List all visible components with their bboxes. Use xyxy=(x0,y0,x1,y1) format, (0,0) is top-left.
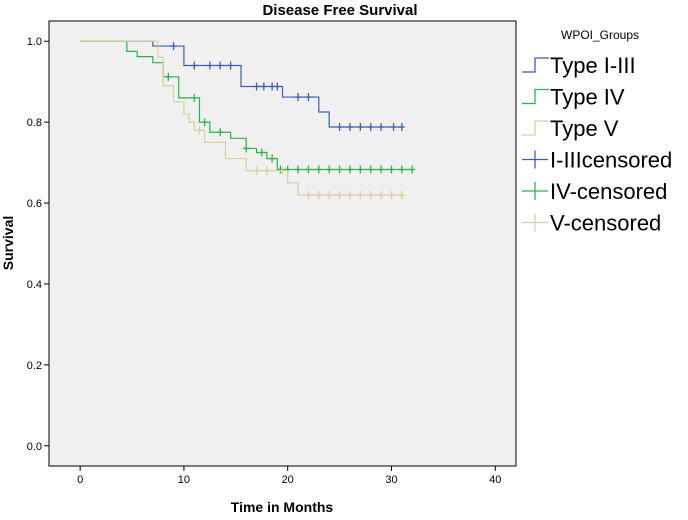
censor-mark xyxy=(326,165,333,174)
censor-mark xyxy=(253,166,260,175)
censor-mark xyxy=(269,82,276,91)
censor-mark xyxy=(367,122,374,131)
censor-mark xyxy=(336,165,343,174)
censor-mark xyxy=(378,190,385,199)
censor-mark xyxy=(170,42,177,51)
censor-mark xyxy=(357,122,364,131)
legend-label: I-IIIcensored xyxy=(550,148,672,173)
legend-symbol xyxy=(522,120,549,136)
censor-mark xyxy=(260,82,267,91)
censor-mark xyxy=(305,190,312,199)
censor-mark xyxy=(357,190,364,199)
legend: WPOI_Groups Type I-III Type IV Type V I-III… xyxy=(522,28,672,236)
legend-items: Type I-III Type IV Type V I-IIIcensored IV-c… xyxy=(522,53,672,236)
legend-symbol xyxy=(522,57,549,73)
chart-title: Disease Free Survival xyxy=(262,2,417,19)
legend-label: Type I-III xyxy=(550,53,636,78)
censor-mark xyxy=(201,118,208,127)
x-tick-label: 0 xyxy=(77,474,83,486)
censor-mark xyxy=(227,61,234,70)
censor-mark xyxy=(409,165,416,174)
censor-mark xyxy=(243,144,250,153)
censor-mark xyxy=(295,93,302,102)
legend-label: IV-censored xyxy=(550,179,667,204)
censor-mark xyxy=(263,166,270,175)
censor-mark xyxy=(388,190,395,199)
y-tick-label: 0.8 xyxy=(27,117,42,129)
survival-line-3 xyxy=(80,40,402,196)
legend-symbol xyxy=(522,182,548,200)
y-tick-label: 0.6 xyxy=(27,198,42,210)
censor-mark xyxy=(165,72,172,81)
censor-mark xyxy=(346,190,353,199)
y-tick-label: 1.0 xyxy=(27,36,42,48)
censor-mark xyxy=(326,190,333,199)
censor-mark xyxy=(274,82,281,91)
legend-label: Type V xyxy=(550,116,619,141)
censor-mark xyxy=(336,190,343,199)
y-axis-label: Survival xyxy=(0,216,16,270)
censor-mark xyxy=(336,122,343,131)
censor-mark xyxy=(315,190,322,199)
censor-mark xyxy=(295,165,302,174)
legend-symbol xyxy=(522,150,548,169)
x-tick-label: 20 xyxy=(282,474,294,486)
censor-mark xyxy=(346,122,353,131)
y-tick-label: 0.2 xyxy=(27,360,42,372)
censor-mark xyxy=(378,122,385,131)
censor-mark xyxy=(315,165,322,174)
censor-mark xyxy=(196,126,203,135)
censor-mark xyxy=(305,93,312,102)
legend-symbol xyxy=(522,213,548,232)
censor-mark xyxy=(191,93,198,102)
censor-mark xyxy=(305,165,312,174)
legend-label: V-censored xyxy=(550,211,661,236)
censor-mark xyxy=(279,166,286,175)
legend-symbol xyxy=(522,88,549,105)
censor-mark xyxy=(269,154,276,163)
x-tick-label: 30 xyxy=(385,474,397,486)
y-tick-label: 0.4 xyxy=(27,279,42,291)
censor-mark xyxy=(398,165,405,174)
censor-mark xyxy=(388,165,395,174)
censor-mark xyxy=(346,165,353,174)
censor-mark xyxy=(398,190,405,199)
x-tick-label: 10 xyxy=(178,474,190,486)
legend-label: Type IV xyxy=(550,85,625,110)
censor-mark xyxy=(191,61,198,70)
censor-mark xyxy=(253,82,260,91)
x-tick-label: 40 xyxy=(489,474,501,486)
x-axis-label: Time in Months xyxy=(231,499,334,515)
censor-mark xyxy=(206,61,213,70)
axes: 0 10 20 30 40 0.0 0.2 0.4 0.6 0.8 1.0 xyxy=(27,36,502,486)
censor-mark xyxy=(258,148,265,157)
censor-mark xyxy=(398,122,405,131)
series-layer xyxy=(80,40,416,199)
censor-mark xyxy=(217,61,224,70)
y-tick-label: 0.0 xyxy=(27,441,42,453)
censor-mark xyxy=(367,165,374,174)
censor-mark xyxy=(357,165,364,174)
censor-mark xyxy=(217,128,224,137)
censor-mark xyxy=(390,122,397,131)
censor-mark xyxy=(367,190,374,199)
censor-mark xyxy=(378,165,385,174)
legend-title: WPOI_Groups xyxy=(561,28,639,42)
